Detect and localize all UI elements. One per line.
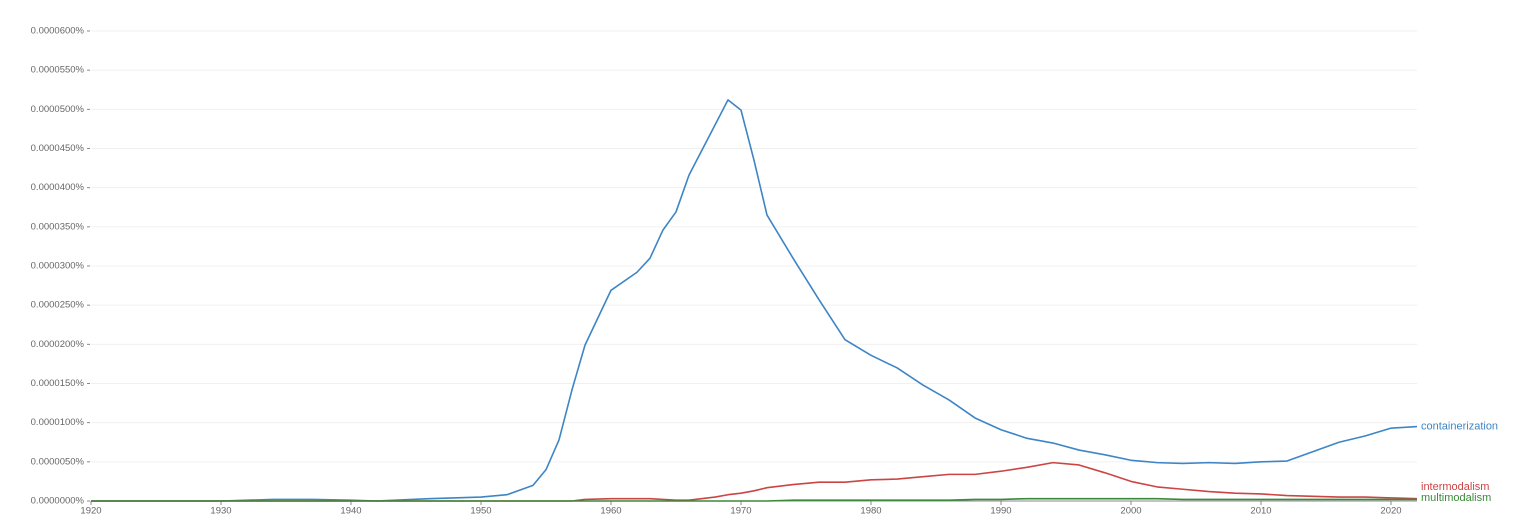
x-tick-label: 1920: [80, 506, 101, 517]
y-tick-label: 0.0000400%: [31, 182, 85, 193]
x-tick-label: 2000: [1120, 506, 1141, 517]
series-line: [91, 461, 1418, 502]
x-tick-label: 2010: [1250, 506, 1271, 517]
series-line: [91, 497, 1417, 502]
x-tick-label: 1950: [470, 506, 491, 517]
series-label: intermodalism: [1421, 481, 1489, 493]
y-tick-label: 0.0000050%: [31, 456, 85, 467]
y-tick-label: 0.0000300%: [31, 261, 85, 272]
x-tick-label: 1970: [730, 506, 751, 517]
y-tick-label: 0.0000200%: [31, 339, 85, 350]
series-label: multimodalism: [1421, 492, 1491, 504]
x-tick-label: 1990: [990, 506, 1011, 517]
x-tick-label: 1980: [860, 506, 881, 517]
y-tick-label: 0.0000000%: [31, 496, 85, 507]
y-tick-label: 0.0000350%: [31, 221, 85, 232]
x-tick-label: 1930: [210, 506, 231, 517]
y-tick-label: 0.0000600%: [31, 26, 85, 37]
y-tick-label: 0.0000450%: [31, 143, 85, 154]
x-tick-label: 1940: [340, 506, 361, 517]
y-tick-label: 0.0000100%: [31, 417, 85, 428]
series-line: [91, 99, 1418, 502]
x-tick-label: 1960: [600, 506, 621, 517]
y-tick-label: 0.0000150%: [31, 378, 85, 389]
y-tick-label: 0.0000250%: [31, 300, 85, 311]
series-label: containerization: [1421, 420, 1498, 432]
y-tick-label: 0.0000500%: [31, 104, 85, 115]
y-tick-label: 0.0000550%: [31, 65, 85, 76]
x-tick-label: 2020: [1380, 506, 1401, 517]
